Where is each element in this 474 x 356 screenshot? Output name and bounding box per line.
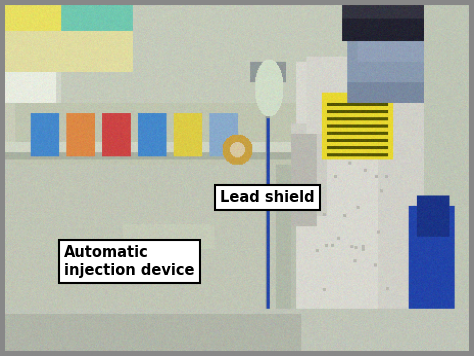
Text: Automatic
injection device: Automatic injection device <box>64 245 194 278</box>
Text: Lead shield: Lead shield <box>220 190 315 205</box>
